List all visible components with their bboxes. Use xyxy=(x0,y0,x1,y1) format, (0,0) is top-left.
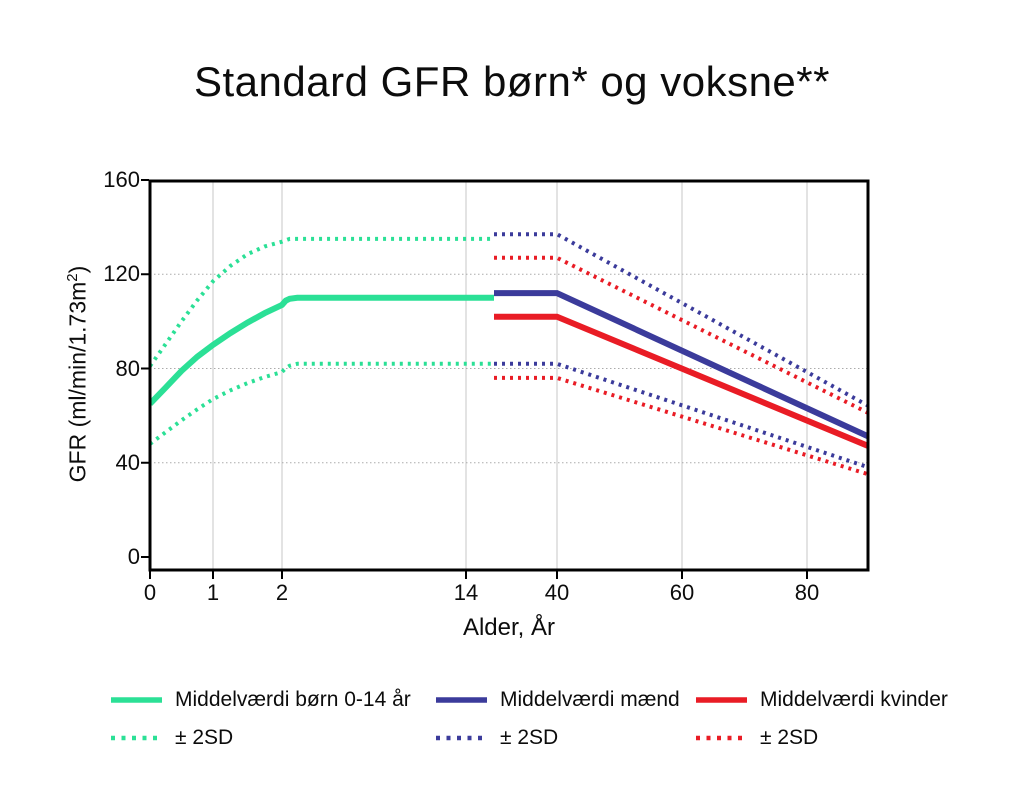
y-tick-label: 80 xyxy=(115,355,140,381)
x-tick-label: 40 xyxy=(544,580,570,605)
y-tick-label: 0 xyxy=(127,544,140,569)
legend-item-women-2sd: ± 2SD xyxy=(695,726,818,750)
y-tick-label: 40 xyxy=(115,449,140,475)
women-2sd-dotted-swatch xyxy=(696,735,747,741)
children-mean-line-swatch xyxy=(111,697,162,703)
y-axis-title: GFR (ml/min/1.73m2) xyxy=(64,174,92,574)
series-line-children_mean xyxy=(150,294,494,406)
y-tick-label: 120 xyxy=(103,261,140,287)
legend-label: Middelværdi børn 0-14 år xyxy=(175,688,411,711)
chart-title: Standard GFR børn* og voksne** xyxy=(194,58,830,105)
plot-border xyxy=(148,179,870,572)
x-axis-title: Alder, År xyxy=(462,614,556,641)
series-line-children_upper2sd xyxy=(150,236,494,368)
y-axis-title-close: ) xyxy=(64,265,91,274)
legend-label: ± 2SD xyxy=(760,726,819,749)
legend-label: Middelværdi mænd xyxy=(500,688,680,711)
y-tick-label: 160 xyxy=(103,167,140,192)
legend-item-women-mean: Middelværdi kvinder xyxy=(695,688,948,712)
legend-item-men-2sd: ± 2SD xyxy=(435,726,558,750)
x-tick-label: 2 xyxy=(275,580,289,605)
women-mean-line-swatch xyxy=(696,697,747,703)
legend-item-children-2sd: ± 2SD xyxy=(110,726,233,750)
children-2sd-dotted-swatch xyxy=(111,735,162,741)
x-tick-label: 80 xyxy=(794,580,820,605)
series-line-women_mean xyxy=(494,313,868,450)
x-tick-label: 1 xyxy=(206,580,220,605)
men-2sd-dotted-swatch xyxy=(436,735,487,741)
legend-label: ± 2SD xyxy=(175,726,234,749)
x-tick-label: 14 xyxy=(453,580,479,605)
y-axis-title-text: GFR (ml/min/1.73m xyxy=(64,281,91,483)
y-axis-title-superscript: 2 xyxy=(64,273,81,282)
legend-item-children-mean: Middelværdi børn 0-14 år xyxy=(110,688,411,712)
series-line-women_lower2sd xyxy=(494,375,868,477)
legend-label: ± 2SD xyxy=(500,726,559,749)
legend-item-men-mean: Middelværdi mænd xyxy=(435,688,680,712)
series-line-children_lower2sd xyxy=(150,361,494,446)
x-tick-label: 0 xyxy=(143,580,157,605)
men-mean-line-swatch xyxy=(436,697,487,703)
legend-label: Middelværdi kvinder xyxy=(760,688,948,711)
x-tick-label: 60 xyxy=(669,580,695,605)
series-line-men_mean xyxy=(494,290,868,440)
series-line-men_lower2sd xyxy=(494,361,868,470)
